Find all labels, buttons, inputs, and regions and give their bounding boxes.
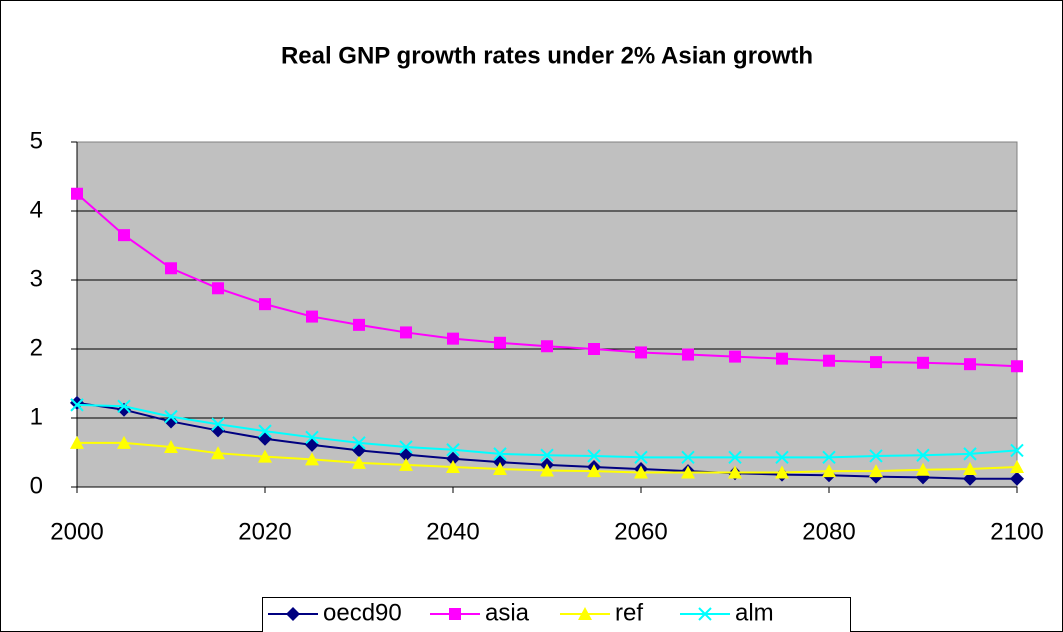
marker	[822, 450, 836, 465]
x-tick-label: 2060	[614, 518, 667, 545]
marker	[728, 450, 742, 465]
marker	[70, 395, 84, 410]
marker	[540, 448, 554, 462]
marker	[681, 465, 695, 479]
marker	[259, 298, 271, 311]
marker	[212, 282, 224, 295]
marker	[964, 358, 976, 371]
marker	[728, 465, 742, 479]
marker	[211, 446, 225, 460]
marker	[681, 450, 695, 465]
marker	[698, 607, 712, 621]
marker	[446, 459, 460, 473]
y-tick-label: 3	[30, 265, 43, 292]
marker	[776, 352, 788, 365]
marker	[70, 435, 84, 449]
marker	[305, 430, 319, 445]
x-tick-label: 2000	[50, 518, 103, 545]
marker	[869, 464, 883, 478]
marker	[493, 462, 507, 476]
chart-title: Real GNP growth rates under 2% Asian gro…	[281, 42, 813, 69]
marker	[541, 340, 553, 353]
marker	[447, 332, 459, 345]
marker	[494, 336, 506, 349]
marker	[587, 449, 601, 463]
legend-label: asia	[485, 599, 530, 626]
marker	[916, 448, 930, 462]
marker	[353, 318, 365, 331]
marker	[963, 462, 977, 476]
marker	[634, 450, 648, 465]
marker	[775, 450, 789, 465]
x-tick-label: 2020	[238, 518, 291, 545]
marker	[305, 452, 319, 466]
plot-area	[76, 141, 1018, 488]
marker	[446, 451, 460, 466]
marker	[165, 262, 177, 275]
marker	[1010, 459, 1024, 473]
y-tick-label: 1	[30, 403, 43, 430]
marker	[400, 326, 412, 339]
marker	[71, 187, 83, 200]
marker	[540, 463, 554, 477]
marker	[1011, 360, 1023, 373]
marker	[70, 398, 84, 412]
marker	[822, 464, 836, 478]
y-tick-label: 2	[30, 334, 43, 361]
marker	[729, 350, 741, 363]
marker	[587, 464, 601, 478]
marker	[352, 436, 366, 450]
marker	[164, 409, 178, 424]
marker	[211, 417, 225, 431]
marker	[823, 354, 835, 367]
marker	[117, 399, 131, 413]
marker	[493, 447, 507, 461]
marker	[775, 465, 789, 479]
marker	[635, 346, 647, 359]
marker	[446, 443, 460, 457]
marker	[352, 455, 366, 469]
legend	[262, 597, 851, 632]
marker	[578, 607, 592, 620]
marker	[164, 439, 178, 453]
marker	[917, 356, 929, 369]
marker	[286, 607, 300, 621]
x-tick-label: 2100	[990, 518, 1043, 545]
marker	[963, 447, 977, 461]
marker	[449, 608, 461, 620]
marker	[306, 310, 318, 323]
marker	[118, 229, 130, 242]
marker	[117, 435, 131, 449]
legend-label: oecd90	[323, 599, 402, 626]
marker	[963, 471, 977, 486]
marker	[588, 343, 600, 355]
x-tick-label: 2040	[426, 518, 479, 545]
marker	[916, 462, 930, 476]
marker	[258, 449, 272, 463]
y-tick-label: 4	[30, 196, 43, 223]
x-tick-label: 2080	[802, 518, 855, 545]
marker	[258, 424, 272, 438]
marker	[634, 465, 648, 479]
marker	[869, 449, 883, 463]
marker	[399, 457, 413, 471]
marker	[682, 348, 694, 361]
marker	[1010, 471, 1024, 486]
y-tick-label: 0	[30, 472, 43, 499]
legend-label: ref	[615, 599, 643, 626]
marker	[870, 356, 882, 369]
marker	[399, 440, 413, 454]
legend-label: alm	[735, 599, 774, 626]
marker	[1010, 443, 1024, 458]
y-tick-label: 5	[30, 127, 43, 154]
